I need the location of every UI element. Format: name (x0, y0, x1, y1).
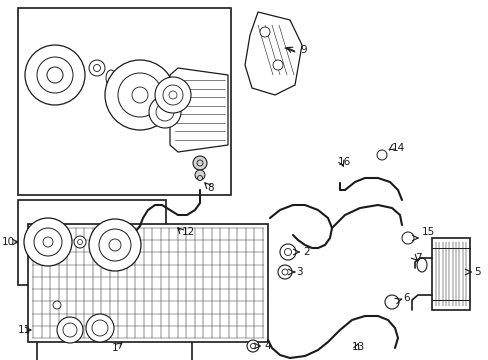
Text: 2: 2 (303, 247, 309, 257)
Bar (18, 8, 230, 195)
Circle shape (280, 244, 295, 260)
Circle shape (77, 239, 82, 244)
Circle shape (118, 73, 162, 117)
Circle shape (99, 229, 131, 261)
Circle shape (149, 96, 181, 128)
Text: 16: 16 (337, 157, 350, 167)
Circle shape (24, 218, 72, 266)
Bar (28, 224, 267, 342)
Circle shape (193, 156, 206, 170)
Circle shape (260, 27, 269, 37)
Circle shape (282, 269, 287, 275)
Bar (431, 238, 469, 310)
Text: 11: 11 (18, 325, 31, 335)
Circle shape (63, 323, 77, 337)
Circle shape (384, 295, 398, 309)
Text: 5: 5 (473, 267, 480, 277)
Circle shape (37, 57, 73, 93)
Bar (18, 200, 165, 285)
Circle shape (401, 232, 413, 244)
Circle shape (53, 301, 61, 309)
Text: 15: 15 (421, 227, 434, 237)
Circle shape (163, 85, 183, 105)
Text: 4: 4 (264, 341, 270, 351)
Circle shape (250, 343, 255, 348)
Circle shape (195, 170, 204, 180)
Circle shape (169, 91, 177, 99)
Polygon shape (244, 12, 302, 95)
Circle shape (34, 228, 62, 256)
Circle shape (43, 237, 53, 247)
Text: 9: 9 (299, 45, 306, 55)
Circle shape (376, 150, 386, 160)
Circle shape (105, 60, 175, 130)
Circle shape (57, 317, 83, 343)
Text: 1: 1 (112, 343, 119, 353)
Bar (37, 295, 192, 360)
Text: 12: 12 (182, 227, 195, 237)
Circle shape (47, 67, 63, 83)
Circle shape (246, 340, 259, 352)
Text: 3: 3 (295, 267, 302, 277)
Circle shape (284, 248, 291, 256)
Text: 10: 10 (2, 237, 15, 247)
Circle shape (25, 45, 85, 105)
Text: 8: 8 (206, 183, 213, 193)
Circle shape (89, 60, 105, 76)
Circle shape (197, 160, 203, 166)
Polygon shape (170, 68, 227, 152)
Circle shape (86, 314, 114, 342)
Text: 14: 14 (391, 143, 405, 153)
Circle shape (93, 64, 101, 72)
Circle shape (92, 320, 108, 336)
Circle shape (156, 103, 174, 121)
Text: 7: 7 (414, 253, 421, 263)
Circle shape (132, 87, 148, 103)
Circle shape (197, 175, 202, 180)
Circle shape (109, 239, 121, 251)
Circle shape (89, 219, 141, 271)
Circle shape (74, 236, 86, 248)
Circle shape (272, 60, 283, 70)
Text: 13: 13 (351, 342, 365, 352)
Circle shape (155, 77, 191, 113)
Circle shape (278, 265, 291, 279)
Text: 6: 6 (402, 293, 409, 303)
